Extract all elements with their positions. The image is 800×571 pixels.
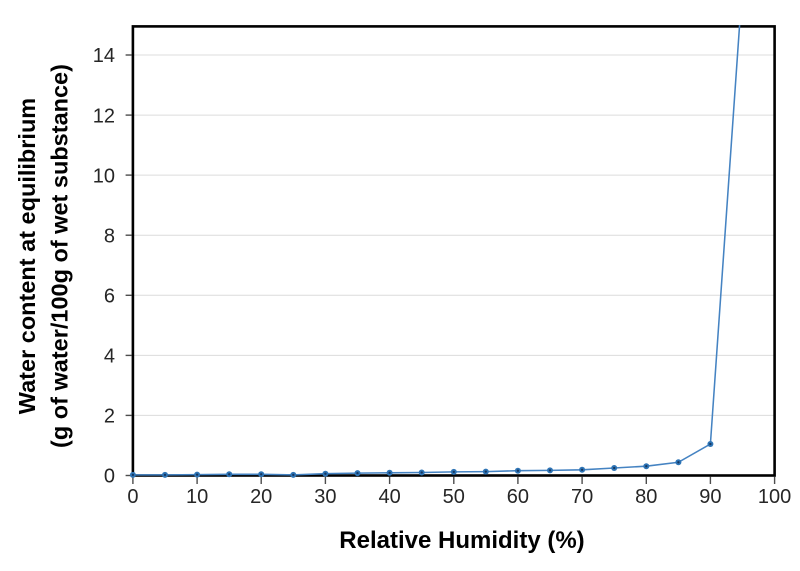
svg-text:80: 80 [635,486,657,508]
svg-text:2: 2 [104,406,115,428]
svg-text:(g of water/100g of wet substa: (g of water/100g of wet substance) [47,64,73,448]
svg-text:50: 50 [443,486,465,508]
svg-text:100: 100 [758,486,791,508]
svg-text:20: 20 [250,486,272,508]
svg-text:90: 90 [699,486,721,508]
svg-text:8: 8 [104,225,115,247]
svg-text:4: 4 [104,346,115,368]
svg-text:0: 0 [127,486,138,508]
svg-text:70: 70 [571,486,593,508]
svg-text:40: 40 [378,486,400,508]
svg-text:0: 0 [104,466,115,488]
svg-text:60: 60 [507,486,529,508]
svg-text:30: 30 [314,486,336,508]
svg-text:Water content at equilibrium: Water content at equilibrium [14,98,40,414]
svg-text:Relative Humidity (%): Relative Humidity (%) [339,527,584,554]
svg-text:14: 14 [93,45,115,67]
svg-text:6: 6 [104,286,115,308]
svg-text:10: 10 [186,486,208,508]
svg-text:10: 10 [93,165,115,187]
svg-text:12: 12 [93,105,115,127]
